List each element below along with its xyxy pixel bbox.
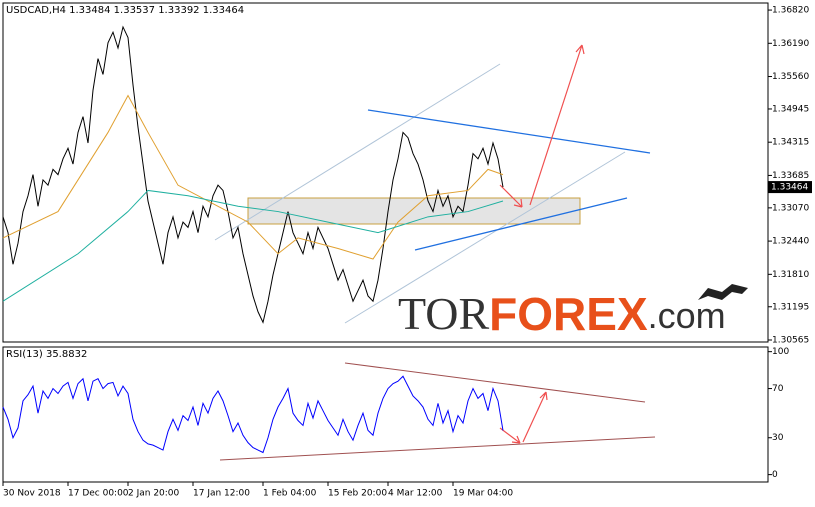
logo: TORFOREX.com (398, 288, 726, 341)
y-tick-label: 1.33070 (772, 203, 809, 213)
x-tick-label: 30 Nov 2018 (3, 489, 61, 499)
y-tick-label: 1.31810 (772, 270, 809, 280)
x-tick-label: 4 Mar 12:00 (388, 489, 443, 499)
y-tick-label: 1.36820 (772, 6, 809, 16)
rsi-title: RSI(13) 35.8832 (6, 349, 87, 360)
x-tick-label: 2 Jan 20:00 (128, 489, 180, 499)
logo-part: TOR (398, 288, 489, 339)
x-tick-label: 19 Mar 04:00 (453, 489, 513, 499)
series-line (2, 25, 504, 324)
logo-part: .com (648, 295, 726, 336)
series-line (2, 375, 504, 454)
y-tick-label: 1.32440 (772, 237, 809, 247)
rsi-trend-line (344, 362, 646, 403)
logo-icon (698, 284, 748, 300)
rsi-trend-line (219, 436, 656, 461)
y-tick-label: 1.30565 (772, 335, 809, 345)
y-tick-label: 100 (772, 347, 789, 357)
rsi-panel (2, 346, 769, 483)
forecast-arrow (499, 391, 548, 444)
y-tick-label: 30 (772, 433, 784, 443)
channel-line (344, 151, 626, 324)
chart-title: USDCAD,H4 1.33484 1.33537 1.33392 1.3346… (6, 5, 244, 16)
y-tick-label: 1.35560 (772, 72, 809, 82)
y-tick-label: 1.31195 (772, 302, 809, 312)
last-price-label: 1.33464 (771, 183, 808, 193)
series-line (2, 94, 504, 260)
y-tick-label: 0 (772, 470, 778, 480)
x-tick-label: 17 Jan 12:00 (193, 489, 250, 499)
x-tick-label: 17 Dec 00:00 (68, 489, 129, 499)
annotations (214, 44, 656, 461)
y-tick-label: 70 (772, 384, 784, 394)
series-line (2, 189, 504, 302)
x-tick-label: 1 Feb 04:00 (263, 489, 317, 499)
support-zone (247, 197, 581, 225)
channel-line (214, 63, 501, 241)
y-tick-label: 1.34315 (772, 138, 809, 148)
trend-line (367, 109, 651, 154)
last-price-box (768, 181, 812, 194)
x-tick-label: 15 Feb 20:00 (328, 489, 387, 499)
y-tick-label: 1.36190 (772, 39, 809, 49)
y-tick-label: 1.33685 (772, 171, 809, 181)
logo-part: FOREX (489, 288, 648, 340)
forecast-arrow (499, 44, 585, 208)
price-panel (2, 2, 769, 343)
y-tick-label: 1.34945 (772, 104, 809, 114)
trend-line (414, 197, 628, 251)
